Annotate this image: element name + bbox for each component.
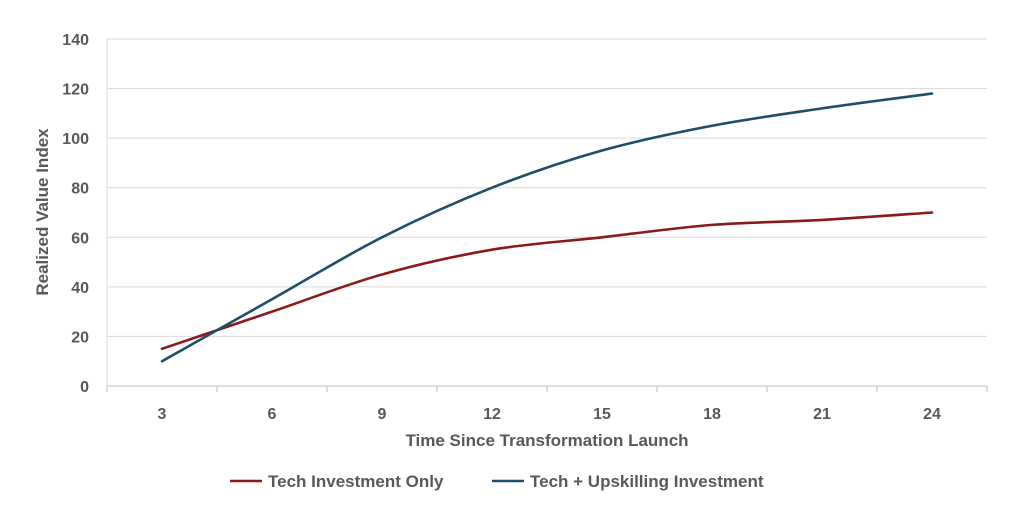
legend-label-tech-upskilling: Tech + Upskilling Investment xyxy=(530,472,764,491)
y-tick-label: 120 xyxy=(62,82,89,99)
x-tick-label: 9 xyxy=(378,406,387,423)
series-line-0 xyxy=(160,211,934,351)
x-axis-title: Time Since Transformation Launch xyxy=(405,431,688,450)
series-line-1 xyxy=(160,92,934,363)
legend-item-tech-only: Tech Investment Only xyxy=(230,472,444,491)
gridlines xyxy=(107,38,987,337)
y-axis-title: Realized Value Index xyxy=(33,128,52,296)
x-tick-label: 24 xyxy=(923,406,941,423)
legend: Tech Investment Only Tech + Upskilling I… xyxy=(230,472,764,491)
x-tick-label: 15 xyxy=(593,406,611,423)
legend-label-tech-only: Tech Investment Only xyxy=(268,472,444,491)
legend-item-tech-upskilling: Tech + Upskilling Investment xyxy=(492,472,764,491)
axes xyxy=(106,39,988,392)
y-tick-label: 100 xyxy=(62,131,89,148)
y-tick-label: 60 xyxy=(71,230,89,247)
x-tick-label: 18 xyxy=(703,406,721,423)
y-tick-label: 20 xyxy=(71,329,89,346)
y-tick-label: 80 xyxy=(71,181,89,198)
x-tick-label: 12 xyxy=(483,406,501,423)
x-tick-label: 6 xyxy=(268,406,277,423)
y-tick-label: 0 xyxy=(80,379,89,396)
y-tick-label: 140 xyxy=(62,32,89,49)
x-tick-label: 21 xyxy=(813,406,831,423)
x-tick-label: 3 xyxy=(158,406,167,423)
y-tick-label: 40 xyxy=(71,280,89,297)
tick-labels: 0 20 40 60 80 100 120 140 3 6 9 12 15 18 21 24 xyxy=(62,32,941,423)
series-lines xyxy=(160,92,934,363)
